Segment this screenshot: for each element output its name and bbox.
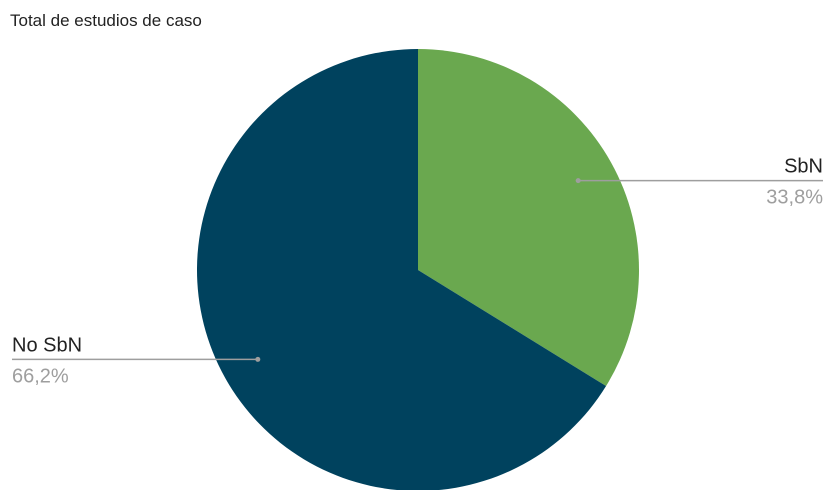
- leader-dot-sbn: [575, 178, 581, 184]
- slice-label-sbn: SbN: [784, 156, 823, 178]
- pie-slice-sbn[interactable]: [418, 49, 639, 387]
- pie-slices: [196, 49, 639, 492]
- pie-labels: SbN 33,8% No SbN 66,2%: [12, 156, 823, 387]
- slice-label-no-sbn: No SbN: [12, 334, 82, 356]
- slice-value-no-sbn: 66,2%: [12, 365, 69, 387]
- pie-slice-no-sbn[interactable]: [196, 49, 607, 492]
- leader-dot-no-sbn: [255, 356, 261, 362]
- slice-value-sbn: 33,8%: [766, 187, 823, 209]
- chart-title: Total de estudios de caso: [10, 11, 202, 30]
